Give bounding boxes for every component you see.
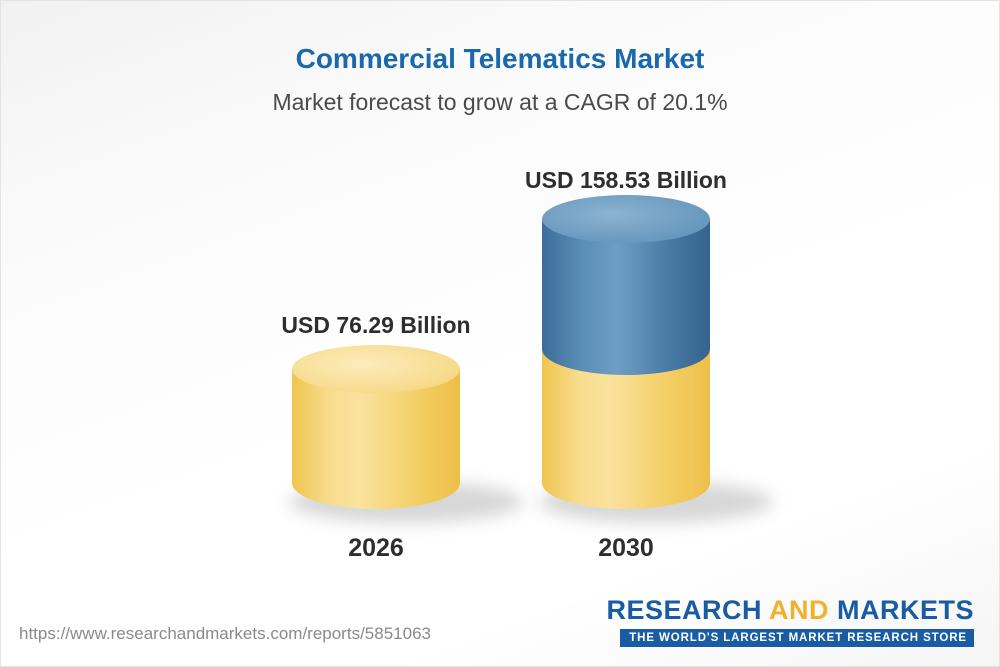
logo-word-research: RESEARCH: [606, 595, 762, 625]
research-and-markets-logo: RESEARCH AND MARKETS THE WORLD'S LARGEST…: [606, 595, 974, 647]
bar-2026-top-cap: [292, 345, 460, 393]
x-tick-label-2026: 2026: [348, 534, 404, 562]
logo-wordmark: RESEARCH AND MARKETS: [606, 595, 974, 626]
chart-title: Commercial Telematics Market: [295, 43, 705, 74]
x-tick-label-2030: 2030: [598, 534, 654, 562]
logo-word-markets: MARKETS: [837, 595, 974, 625]
logo-word-and: AND: [768, 595, 829, 625]
value-label-2030: USD 158.53 Billion: [525, 167, 727, 193]
value-label-2026: USD 76.29 Billion: [281, 312, 471, 338]
chart-subtitle: Market forecast to grow at a CAGR of 20.…: [272, 89, 728, 115]
bar-2030-top-cap: [542, 195, 710, 243]
logo-tagline: THE WORLD'S LARGEST MARKET RESEARCH STOR…: [620, 629, 974, 647]
report-url-text: https://www.researchandmarkets.com/repor…: [19, 624, 431, 643]
bar-2030-growth-segment: [542, 219, 710, 375]
